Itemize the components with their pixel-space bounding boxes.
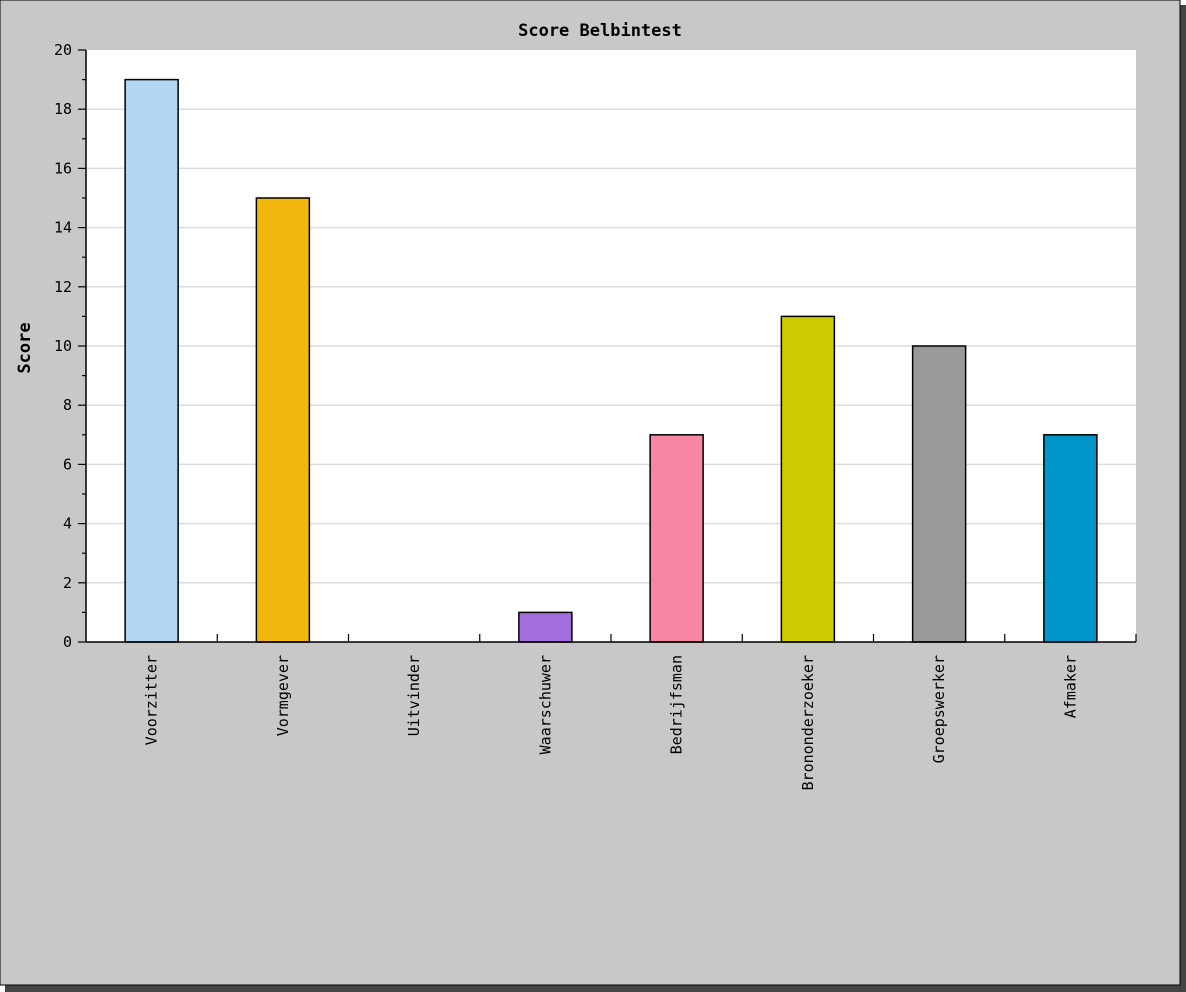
y-tick-label: 20	[54, 41, 72, 59]
y-tick-label: 2	[63, 574, 72, 592]
x-tick-label: Groepswerker	[930, 655, 948, 763]
y-tick-label: 0	[63, 633, 72, 651]
x-tick-label: Voorzitter	[143, 655, 161, 745]
y-tick-label: 14	[54, 219, 72, 237]
bar-brononderzoeker	[780, 315, 836, 643]
y-tick-label: 4	[63, 515, 72, 533]
bar-waarschuwer	[518, 611, 573, 643]
x-tick-label: Bedrijfsman	[668, 655, 686, 754]
x-tick-label: Waarschuwer	[536, 655, 554, 754]
bar-voorzitter	[124, 78, 179, 643]
bar-bedrijfsman	[649, 434, 704, 643]
y-axis-label: Score	[15, 322, 35, 373]
y-tick-label: 18	[54, 100, 72, 118]
y-tick-label: 6	[63, 455, 72, 473]
y-tick-label: 10	[54, 337, 72, 355]
x-tick-label: Afmaker	[1061, 655, 1079, 718]
y-tick-label: 16	[54, 159, 72, 177]
x-tick-label: Uitvinder	[405, 655, 423, 736]
axes	[78, 49, 1137, 643]
x-tick-label: Vormgever	[274, 655, 292, 736]
x-tick-label: Brononderzoeker	[799, 655, 817, 790]
y-tick-label: 8	[63, 396, 72, 414]
bar-afmaker	[1043, 434, 1098, 643]
y-tick-label: 12	[54, 278, 72, 296]
chart-title: Score Belbintest	[518, 21, 682, 41]
bar-vormgever	[255, 197, 311, 643]
y-tick-labels: 0 2 4 6 8 10 12 14 16 18 20	[54, 41, 72, 651]
bar-groepswerker	[911, 345, 967, 643]
x-tick-labels: Voorzitter Vormgever Uitvinder Waarschuwer B…	[143, 655, 1080, 790]
